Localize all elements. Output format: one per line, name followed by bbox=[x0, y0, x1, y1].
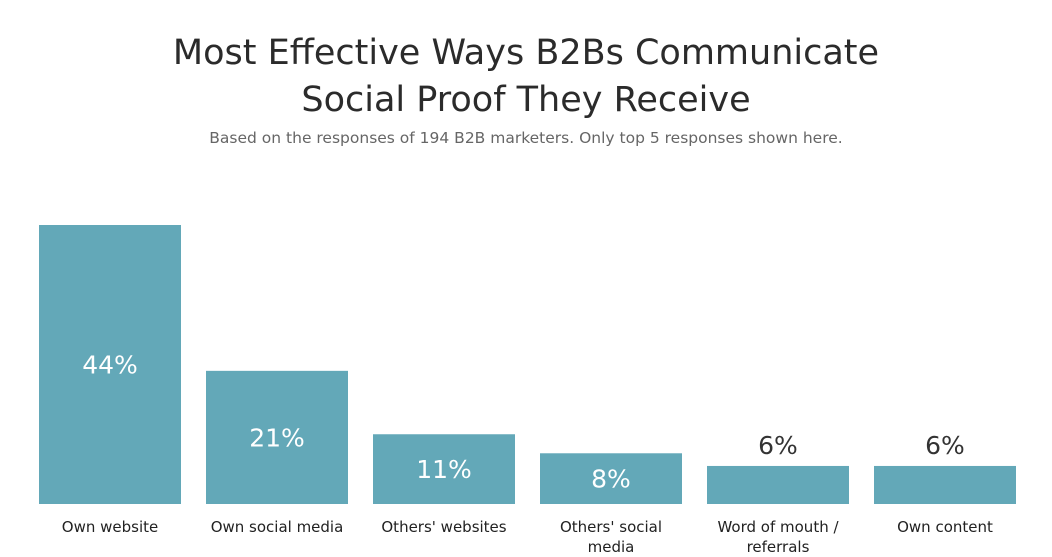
bar bbox=[874, 465, 1016, 504]
bar-value-label: 6% bbox=[925, 431, 965, 460]
bar bbox=[540, 453, 682, 504]
chart-subtitle: Based on the responses of 194 B2B market… bbox=[209, 129, 843, 147]
category-label: Others' websites bbox=[381, 518, 506, 536]
category-label: Own content bbox=[897, 518, 993, 536]
bar bbox=[707, 465, 849, 504]
bar-value-label: 6% bbox=[758, 431, 798, 460]
chart-title: Most Effective Ways B2Bs Communicate Soc… bbox=[0, 30, 1052, 124]
category-label: Word of mouth / referrals bbox=[717, 518, 839, 556]
bar-value-label: 44% bbox=[82, 351, 138, 380]
bar bbox=[206, 370, 348, 504]
category-label: Others' social media bbox=[560, 518, 662, 556]
chart-title-line-2: Social Proof They Receive bbox=[301, 80, 751, 120]
category-label: Own website bbox=[62, 518, 158, 536]
bar-value-label: 8% bbox=[591, 465, 631, 494]
bar-value-label: 21% bbox=[249, 423, 305, 452]
bar bbox=[373, 434, 515, 504]
bar-value-label: 11% bbox=[416, 455, 472, 484]
chart-title-line-1: Most Effective Ways B2Bs Communicate bbox=[172, 33, 880, 73]
category-label: Own social media bbox=[211, 518, 344, 536]
bar bbox=[39, 225, 181, 504]
